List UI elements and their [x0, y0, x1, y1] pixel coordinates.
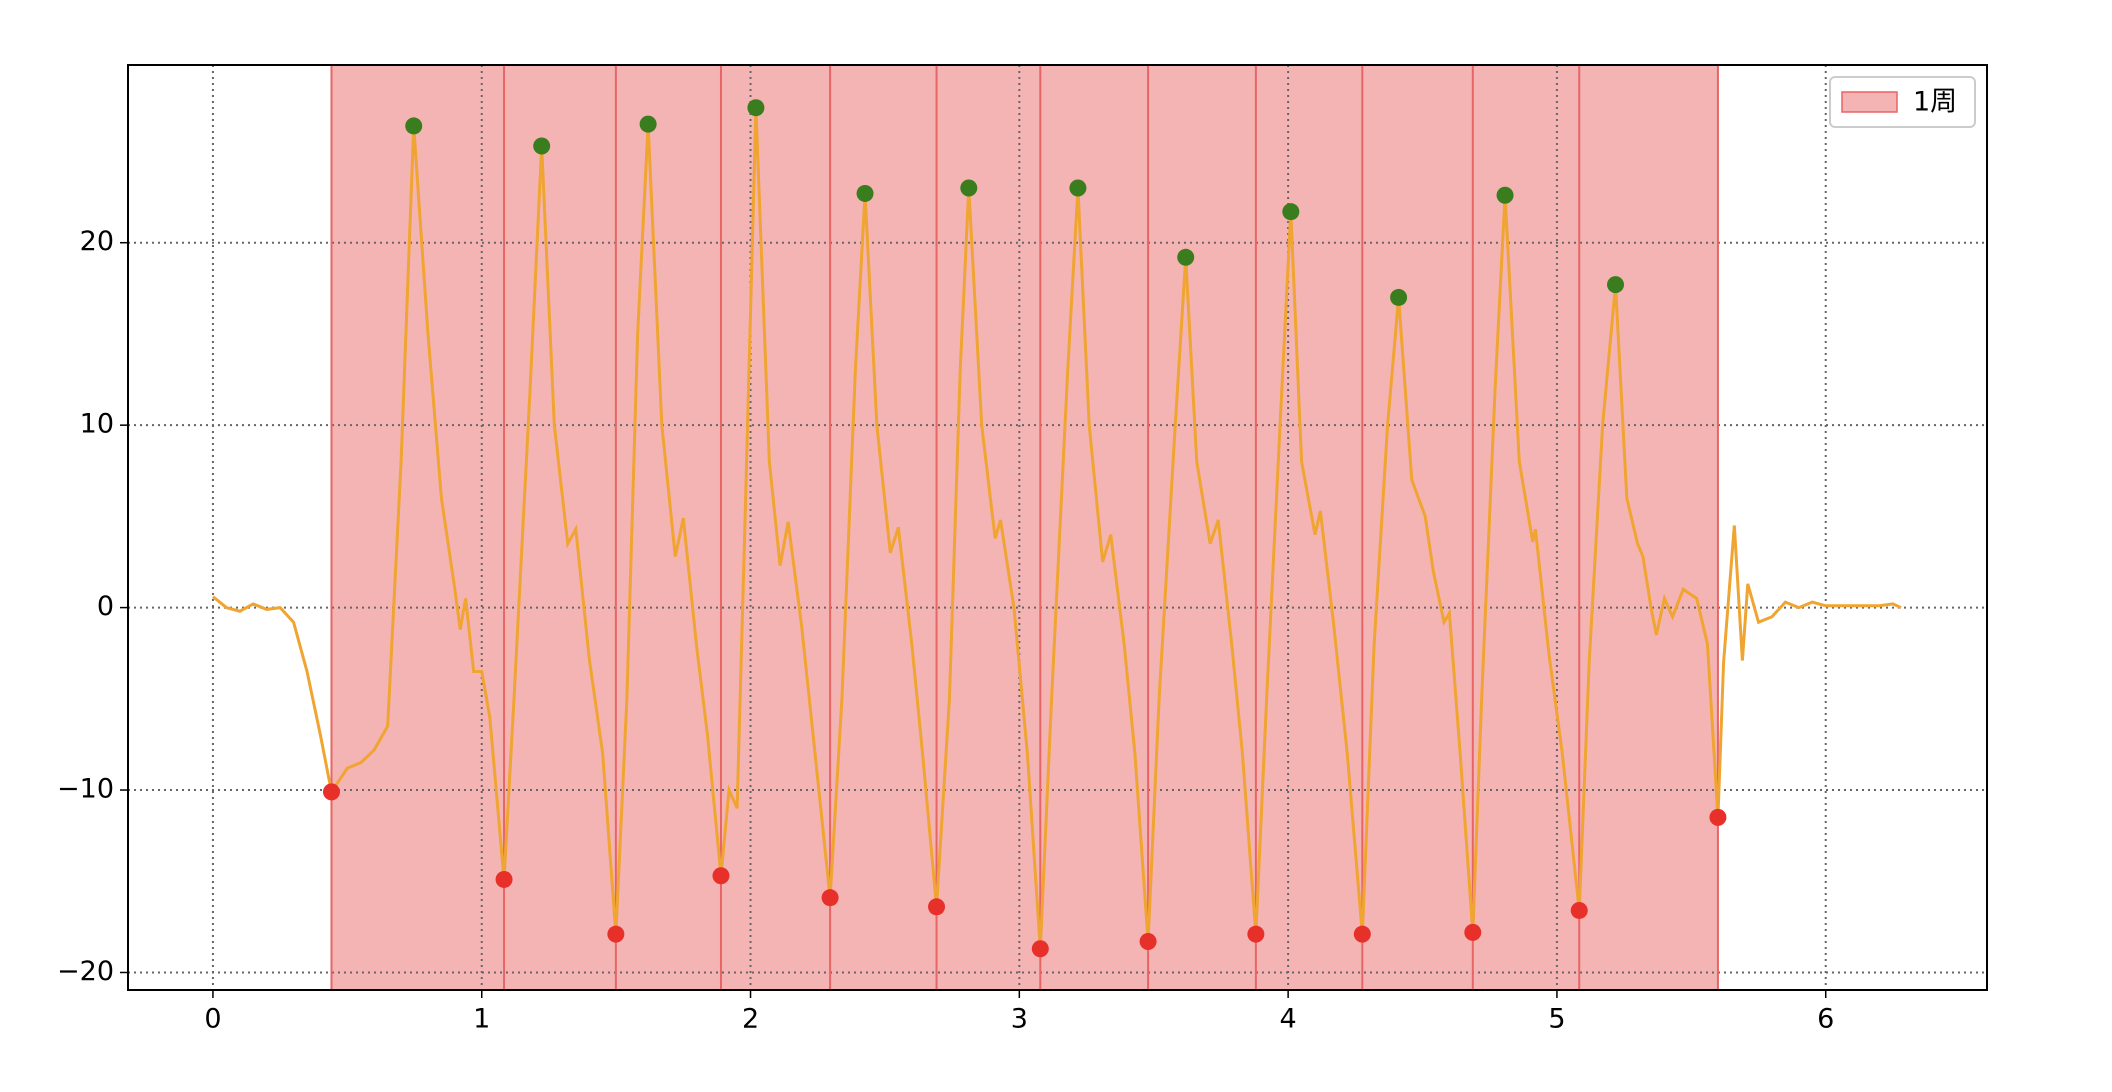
x-tick-label: 5: [1548, 1004, 1565, 1035]
point: [1282, 203, 1300, 221]
span: [936, 65, 1041, 990]
point: [1069, 179, 1087, 197]
point: [1353, 925, 1371, 943]
span: [331, 65, 505, 990]
span: [830, 65, 937, 990]
span: [1040, 65, 1149, 990]
x-tick-label: 0: [204, 1004, 221, 1035]
point: [960, 179, 978, 197]
y-tick-label: −20: [57, 956, 114, 987]
x-tick-label: 2: [742, 1004, 759, 1035]
x-tick-label: 6: [1817, 1004, 1834, 1035]
point: [405, 117, 423, 135]
point: [747, 99, 765, 117]
point: [928, 898, 946, 916]
span: [1362, 65, 1473, 990]
legend-swatch: [1841, 91, 1898, 113]
point: [712, 867, 730, 885]
x-tick-label: 3: [1011, 1004, 1028, 1035]
legend-box: [1829, 76, 1976, 128]
point: [1570, 901, 1588, 919]
point: [639, 115, 657, 133]
y-tick-label: −10: [57, 774, 114, 805]
point: [1139, 932, 1157, 950]
point: [1177, 248, 1195, 266]
span: [1148, 65, 1256, 990]
point: [856, 184, 874, 202]
x-tick-label: 1: [473, 1004, 490, 1035]
point: [495, 870, 513, 888]
span: [504, 65, 616, 990]
plot-frame: [127, 64, 1988, 991]
span: [1579, 65, 1718, 990]
point: [1464, 923, 1482, 941]
legend-label: 1周: [1913, 87, 1957, 118]
point: [533, 137, 551, 155]
point: [1390, 288, 1408, 306]
point: [821, 889, 839, 907]
point: [322, 783, 340, 801]
y-tick-label: 10: [80, 409, 114, 440]
y-tick-label: 20: [80, 226, 114, 257]
point: [1031, 940, 1049, 958]
point: [1247, 925, 1265, 943]
point: [1607, 276, 1625, 294]
span: [1255, 65, 1363, 990]
x-tick-label: 4: [1280, 1004, 1297, 1035]
point: [1709, 808, 1727, 826]
y-tick-label: 0: [97, 591, 114, 622]
point: [607, 925, 625, 943]
point: [1496, 186, 1514, 204]
